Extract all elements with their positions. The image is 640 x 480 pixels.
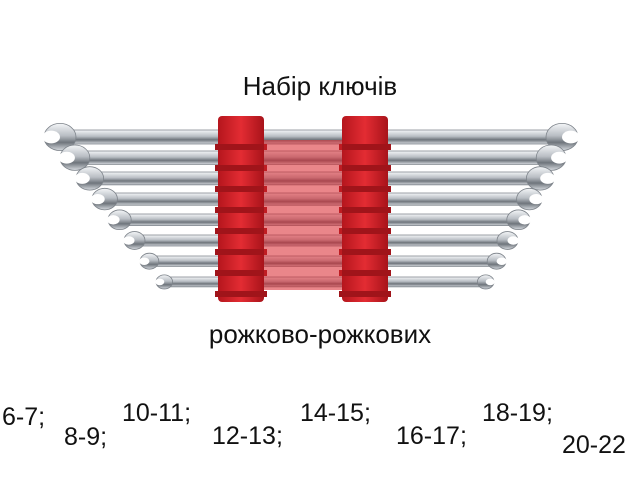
wrench-jaw-right (540, 172, 556, 184)
size-label: 6-7; (2, 403, 46, 431)
holder-groove (215, 270, 267, 276)
wrench-jaw-left (155, 278, 165, 286)
holder-spine (264, 140, 342, 290)
wrench-jaw-right (529, 194, 544, 205)
holder-groove (339, 165, 391, 171)
holder-groove (339, 144, 391, 150)
holder-groove (215, 144, 267, 150)
holder-groove (339, 291, 391, 297)
wrench-jaw-right (518, 215, 532, 225)
holder-groove (215, 228, 267, 234)
wrench-jaw-left (106, 215, 120, 225)
wrench-jaw-right (496, 257, 507, 265)
size-label: 12-13; (212, 422, 283, 450)
holder-groove (339, 207, 391, 213)
holder-groove (339, 270, 391, 276)
holder-groove (215, 186, 267, 192)
holder-groove (215, 249, 267, 255)
page-subtitle: рожково-рожкових (208, 319, 432, 349)
wrench-jaw-left (139, 257, 150, 265)
holder-clip (215, 116, 267, 302)
size-label: 8-9; (64, 423, 108, 451)
wrench-jaw-left (42, 130, 60, 144)
wrench-jaw-left (90, 194, 105, 205)
wrench-jaw-left (122, 236, 135, 245)
wrench-set-photo (42, 116, 580, 302)
holder-groove (215, 291, 267, 297)
wrench-jaw-left (58, 151, 75, 164)
wrench-jaw-left (74, 172, 90, 184)
wrench-jaw-right (507, 236, 520, 245)
size-label: 14-15; (300, 399, 371, 427)
size-label: 18-19; (482, 399, 553, 427)
holder-clip (339, 116, 391, 302)
size-label: 10-11; (122, 399, 192, 427)
size-label: 20-22 (562, 431, 626, 459)
holder-groove (339, 228, 391, 234)
holder-groove (215, 207, 267, 213)
wrench (42, 122, 580, 152)
holder-groove (215, 165, 267, 171)
page-title: Набір ключів (242, 71, 398, 101)
wrench-jaw-right (551, 151, 568, 164)
holder-groove (339, 186, 391, 192)
wrench-jaw-right (485, 278, 495, 286)
holder-groove (339, 249, 391, 255)
size-label: 16-17; (396, 422, 467, 450)
wrench-jaw-right (562, 130, 580, 144)
